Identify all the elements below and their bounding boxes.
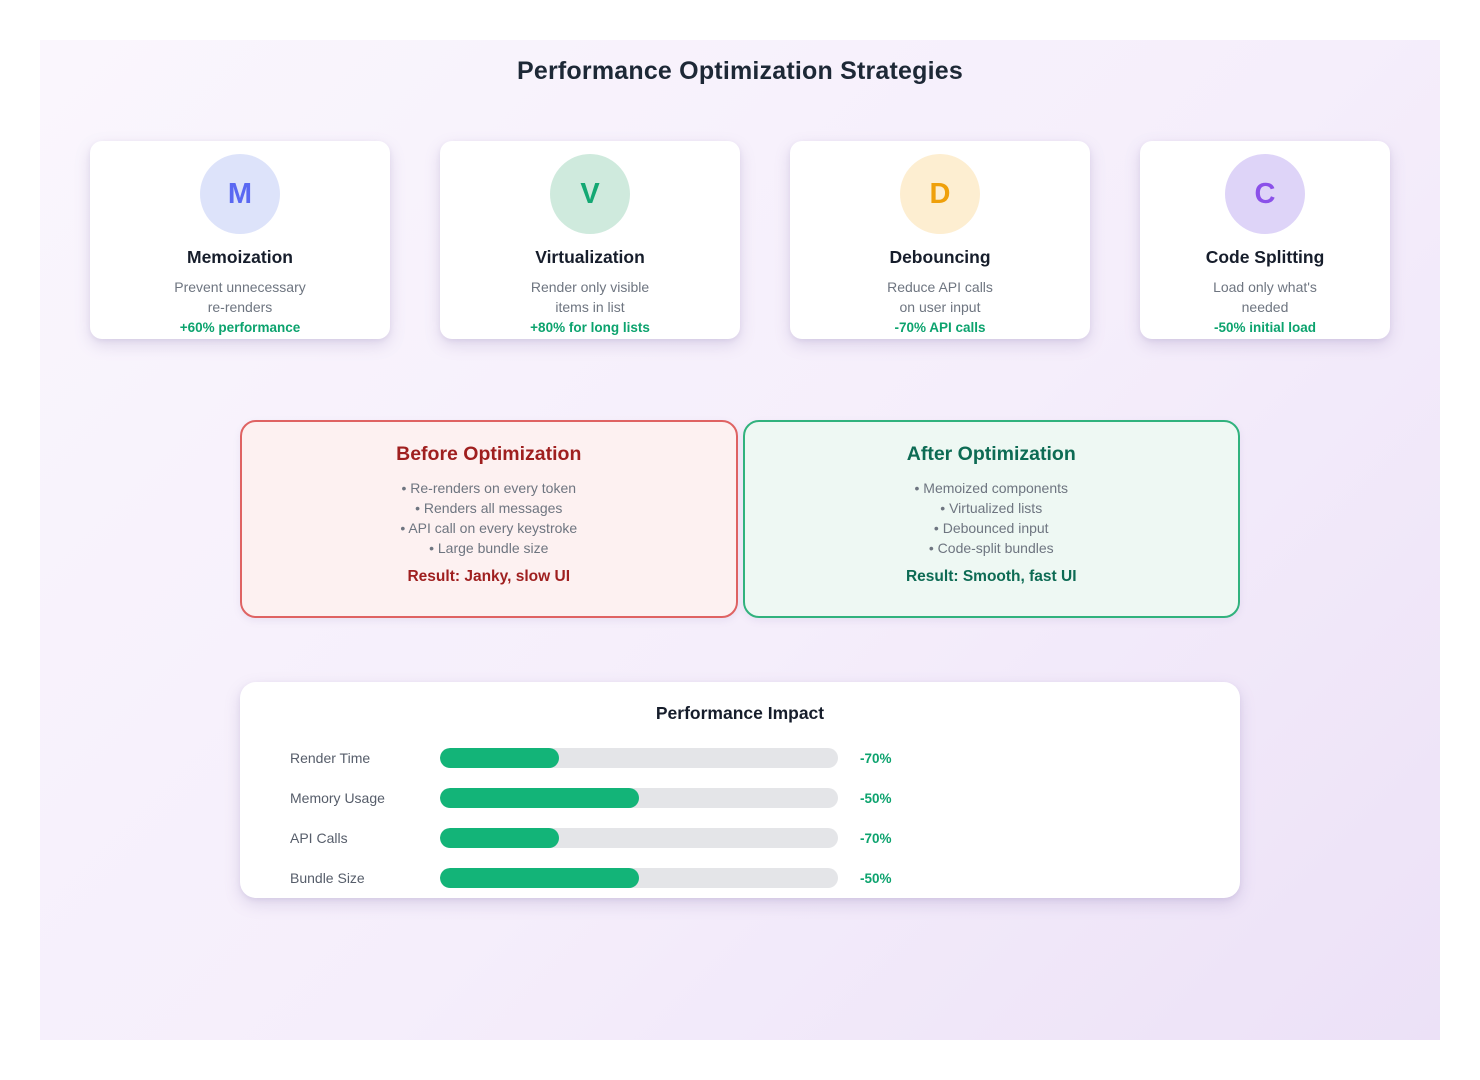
list-item: • Memoized components [914, 480, 1069, 496]
strategy-card-metric: +60% performance [179, 320, 301, 335]
bar-track [440, 868, 838, 888]
bar-fill [440, 748, 560, 768]
before-optimization-title: Before Optimization [396, 443, 582, 465]
strategy-card-description: Prevent unnecessary re-renders [90, 277, 390, 317]
result-label: Result: [905, 568, 959, 585]
memoization-letter-icon: M [200, 154, 280, 234]
strategy-card-virtualization: V Virtualization Render only visible ite… [440, 141, 740, 339]
strategy-card-description: Reduce API calls on user input [790, 277, 1090, 317]
performance-impact-chart: Render Time -70% Memory Usage -50% API C… [240, 738, 1240, 898]
list-item: • API call on every keystroke [400, 520, 578, 536]
bar-fill [440, 868, 639, 888]
list-item: • Virtualized lists [940, 500, 1043, 516]
performance-impact-title: Performance Impact [655, 703, 825, 723]
strategy-card-metric: -50% initial load [1213, 320, 1317, 335]
bar-label: Render Time [290, 750, 371, 766]
list-item: • Code-split bundles [928, 540, 1054, 556]
bar-value: -50% [860, 790, 892, 806]
bar-track [440, 748, 838, 768]
debouncing-letter-icon: D [900, 154, 980, 234]
strategy-card-metric: +80% for long lists [530, 320, 650, 335]
before-optimization-list: • Re-renders on every token • Renders al… [242, 478, 736, 558]
bar-label: API Calls [290, 830, 348, 846]
after-optimization-title: After Optimization [906, 443, 1076, 465]
description-line: Load only what's [1213, 279, 1317, 295]
strategy-card-code-splitting: C Code Splitting Load only what's needed… [1140, 141, 1390, 339]
page-title: Performance Optimization Strategies [516, 57, 963, 85]
after-optimization-box: After Optimization • Memoized components… [742, 420, 1240, 618]
description-line: Prevent unnecessary [174, 279, 306, 295]
strategy-card-title: Debouncing [889, 247, 991, 267]
result-label: Result: [407, 568, 461, 585]
description-line: on user input [899, 299, 981, 315]
before-result-text: Result: Janky, slow UI [242, 568, 736, 586]
strategy-cards-row: M Memoization Prevent unnecessary re-ren… [90, 141, 1390, 339]
bar-fill [440, 788, 639, 808]
list-item: • Large bundle size [429, 540, 549, 556]
list-item: • Renders all messages [415, 500, 563, 516]
virtualization-letter-icon: V [550, 154, 630, 234]
result-value: Janky, slow UI [464, 568, 571, 585]
code-splitting-letter-icon: C [1225, 154, 1305, 234]
description-line: needed [1241, 299, 1289, 315]
description-line: Render only visible [530, 279, 650, 295]
before-optimization-box: Before Optimization • Re-renders on ever… [240, 420, 738, 618]
after-optimization-list: • Memoized components • Virtualized list… [745, 478, 1239, 558]
description-line: items in list [555, 299, 625, 315]
strategy-card-memoization: M Memoization Prevent unnecessary re-ren… [90, 141, 390, 339]
bar-track [440, 828, 838, 848]
after-result-text: Result: Smooth, fast UI [745, 568, 1239, 586]
bar-value: -70% [860, 750, 892, 766]
strategy-card-debouncing: D Debouncing Reduce API calls on user in… [790, 141, 1090, 339]
result-value: Smooth, fast UI [962, 568, 1077, 585]
strategy-card-description: Render only visible items in list [440, 277, 740, 317]
bar-label: Bundle Size [290, 870, 365, 886]
description-line: Reduce API calls [887, 279, 993, 295]
strategy-card-title: Code Splitting [1205, 247, 1325, 267]
strategy-card-title: Memoization [187, 247, 293, 267]
description-line: re-renders [207, 299, 273, 315]
impact-row-memory-usage: Memory Usage -50% [240, 778, 1240, 818]
list-item: • Re-renders on every token [401, 480, 577, 496]
list-item: • Debounced input [933, 520, 1049, 536]
bar-value: -70% [860, 830, 892, 846]
bar-track [440, 788, 838, 808]
impact-row-bundle-size: Bundle Size -50% [240, 858, 1240, 898]
performance-impact-card: Performance Impact Render Time -70% Memo… [240, 682, 1240, 898]
strategy-card-metric: -70% API calls [894, 320, 986, 335]
comparison-section: Before Optimization • Re-renders on ever… [240, 420, 1240, 618]
strategy-card-title: Virtualization [535, 247, 645, 267]
impact-row-render-time: Render Time -70% [240, 738, 1240, 778]
bar-label: Memory Usage [290, 790, 385, 806]
bar-value: -50% [860, 870, 892, 886]
strategy-card-description: Load only what's needed [1140, 277, 1390, 317]
bar-fill [440, 828, 560, 848]
impact-row-api-calls: API Calls -70% [240, 818, 1240, 858]
